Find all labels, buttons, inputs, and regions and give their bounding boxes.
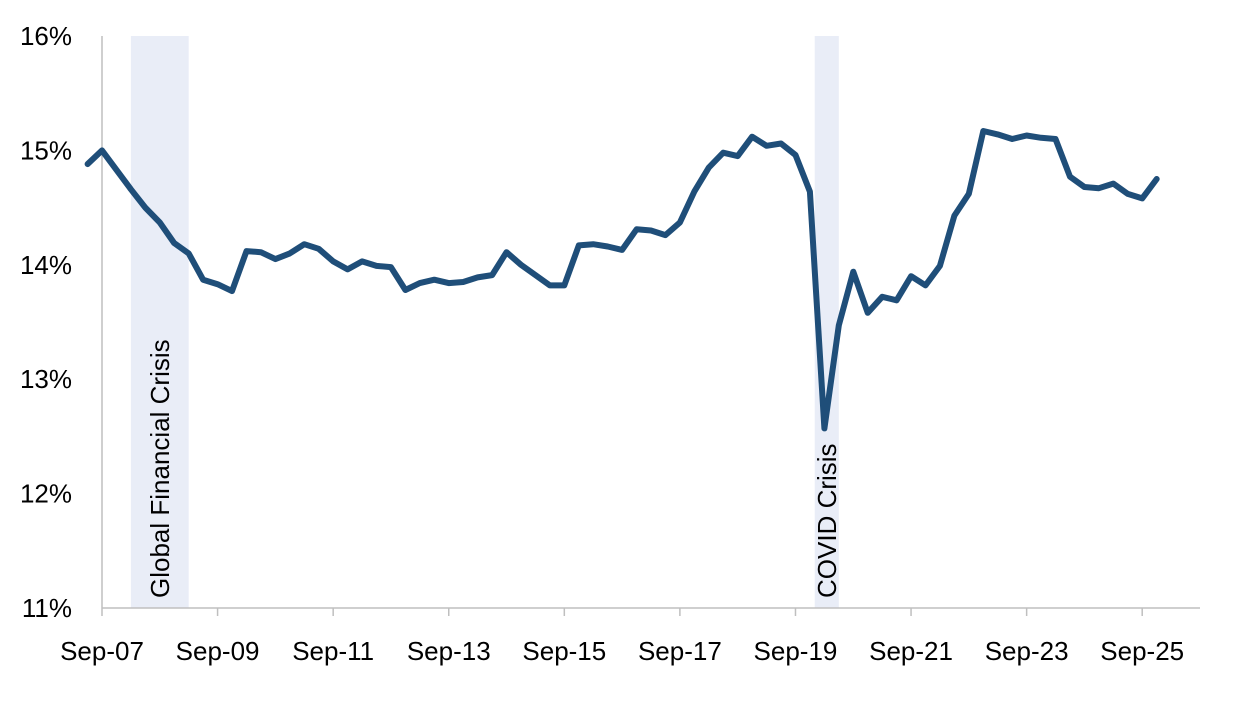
x-tick-label: Sep-19	[754, 636, 838, 666]
x-tick-label: Sep-09	[176, 636, 260, 666]
y-tick-label: 14%	[20, 250, 72, 280]
x-tick-label: Sep-21	[869, 636, 953, 666]
x-tick-label: Sep-07	[60, 636, 144, 666]
y-tick-label: 12%	[20, 479, 72, 509]
x-tick-label: Sep-23	[985, 636, 1069, 666]
shaded-period-label-0: Global Financial Crisis	[145, 339, 175, 598]
series-line	[84, 128, 1160, 432]
x-tick-label: Sep-25	[1100, 636, 1184, 666]
x-tick-label: Sep-17	[638, 636, 722, 666]
y-tick-label: 11%	[22, 593, 72, 623]
shaded-period-label-1: COVID Crisis	[812, 443, 842, 598]
y-tick-label: 15%	[20, 135, 72, 165]
x-tick-label: Sep-15	[522, 636, 606, 666]
x-axis-tick-labels: Sep-07 Sep-09 Sep-11 Sep-13 Sep-15 Sep-17 Sep-…	[60, 636, 1184, 666]
shaded-period-labels: Global Financial Crisis COVID Crisis	[145, 339, 842, 598]
y-tick-label: 13%	[20, 364, 72, 394]
x-tick-label: Sep-11	[292, 636, 374, 666]
x-axis-ticks	[101, 608, 1143, 616]
shaded-period-0	[130, 36, 189, 608]
y-axis-tick-labels: 11% 12% 13% 14% 15% 16%	[20, 21, 72, 623]
y-tick-label: 16%	[20, 21, 72, 51]
shaded-periods	[130, 36, 839, 608]
axes	[101, 36, 1200, 609]
x-tick-label: Sep-13	[407, 636, 491, 666]
